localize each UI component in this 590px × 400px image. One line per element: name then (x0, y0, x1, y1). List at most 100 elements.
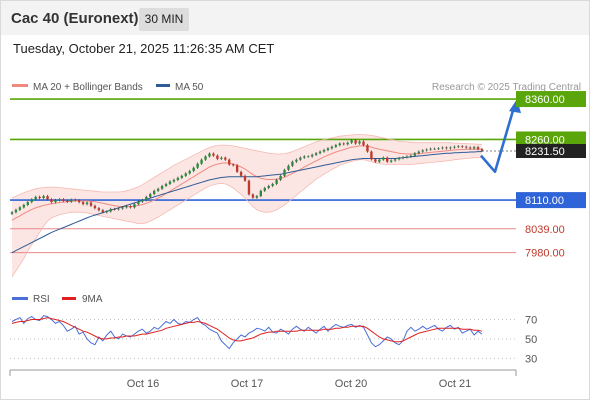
candle-body (291, 161, 294, 166)
candle-body (326, 148, 330, 150)
candle-body (228, 159, 231, 165)
candle-body (235, 165, 239, 172)
ma9-legend-label: 9MA (82, 294, 103, 305)
candle-body (66, 200, 69, 202)
candle-body (149, 194, 152, 197)
candle-body (397, 158, 401, 160)
chart-header: Cac 40 (Euronext) 30 MIN (1, 1, 589, 35)
rsi-tick-30: 30 (525, 353, 537, 365)
candle-body (109, 209, 112, 212)
candle-body (461, 146, 464, 148)
time-axis: Oct 16 Oct 17 Oct 20 Oct 21 (127, 378, 471, 390)
candle-body (247, 180, 251, 195)
candle-body (54, 200, 57, 203)
candle-body (145, 196, 148, 201)
candle-body (164, 183, 168, 186)
candle-body (267, 185, 270, 188)
candle-body (378, 159, 381, 162)
timeframe-badge[interactable]: 30 MIN (139, 8, 189, 31)
rsi-tick-50: 50 (525, 334, 537, 346)
candle-body (216, 155, 219, 159)
candle-body (74, 199, 77, 201)
rsi-legend-label: RSI (33, 294, 50, 305)
candle-body (480, 149, 484, 151)
candle-body (93, 205, 97, 209)
candle-body (334, 145, 338, 147)
candle-body (330, 146, 334, 149)
candle-body (85, 202, 89, 205)
level-tag-8110-00 (516, 192, 586, 209)
candle-body (58, 199, 61, 201)
candle-body (342, 143, 345, 145)
candle-body (117, 208, 120, 210)
candle-body (188, 171, 191, 174)
candle-body (196, 163, 199, 168)
price-level-tags: 8360.00 8260.00 8110.00 8039.00 7980.00 8231.… (516, 91, 586, 260)
candle-body (42, 196, 45, 199)
rsi-plot: 70 50 30 (10, 315, 537, 365)
candle-body (141, 200, 144, 202)
candle-body (176, 177, 180, 180)
candle-body (370, 151, 373, 160)
candle-body (346, 142, 349, 145)
timestamp: Tuesday, October 21, 2025 11:26:35 AM CE… (13, 41, 275, 56)
time-tick-oct-16: Oct 16 (127, 378, 159, 390)
candle-body (350, 140, 353, 143)
candle-body (354, 140, 357, 144)
rsi-tick-70: 70 (525, 315, 537, 327)
price-plot (10, 98, 521, 278)
candle-body (30, 199, 33, 203)
rsi-legend-swatch (12, 297, 28, 300)
candle-body (239, 171, 243, 176)
rsi-line (11, 315, 483, 350)
candle-body (192, 167, 195, 171)
candle-body (453, 146, 456, 148)
candle-body (220, 157, 223, 159)
candle-body (10, 212, 14, 214)
candle-body (101, 210, 105, 213)
level-label-8110-00: 8110.00 (525, 195, 564, 207)
candle-body (366, 145, 369, 152)
candle-body (401, 157, 405, 159)
level-label-8360-00: 8360.00 (525, 94, 565, 106)
candle-body (259, 190, 263, 197)
candle-body (50, 199, 53, 203)
candle-body (299, 157, 302, 160)
candle-body (62, 199, 65, 201)
rsi-ma9-line (11, 317, 483, 343)
forecast-arrow (480, 106, 516, 174)
candle-body (133, 204, 136, 208)
candle-body (184, 173, 187, 176)
candle-body (70, 199, 73, 202)
candle-body (89, 202, 93, 206)
candle-body (81, 202, 85, 205)
candle-body (224, 157, 227, 160)
candle-body (279, 175, 282, 180)
candle-body (251, 194, 255, 198)
candle-body (338, 143, 341, 146)
candle-body (180, 175, 184, 178)
candle-body (263, 187, 266, 191)
candle-body (168, 181, 172, 184)
current-price-tag (516, 143, 586, 158)
level-tag-8360-00 (516, 91, 586, 108)
candle-body (472, 147, 476, 149)
candle-body (204, 156, 207, 160)
candle-body (113, 209, 116, 210)
bollinger-lower-line (11, 157, 482, 278)
ma9-legend-swatch (62, 297, 76, 300)
candle-body (212, 153, 215, 156)
candle-body (303, 156, 306, 158)
candle-body (425, 149, 428, 151)
candle-body (231, 164, 235, 166)
candle-body (449, 147, 452, 149)
candle-body (14, 209, 18, 213)
candle-body (310, 154, 314, 157)
candle-body (243, 175, 247, 181)
candle-body (445, 147, 448, 149)
candle-body (429, 148, 432, 150)
candle-body (34, 196, 37, 200)
bollinger-upper-line (11, 134, 482, 199)
candle-body (358, 141, 361, 144)
candle-body (46, 196, 49, 200)
